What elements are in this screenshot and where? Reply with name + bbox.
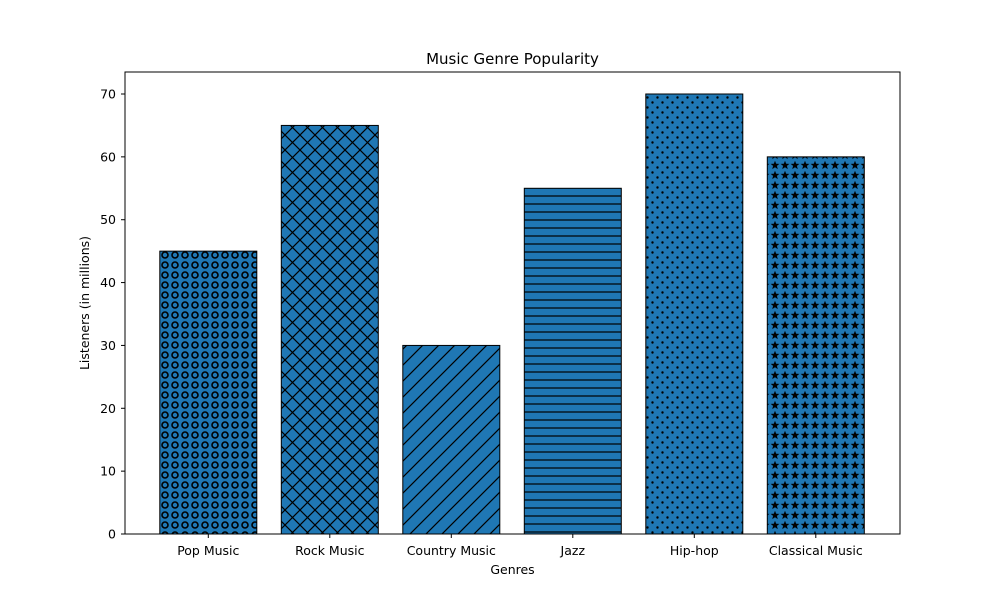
bar-rock-music xyxy=(280,124,379,535)
y-tick-label: 50 xyxy=(100,212,116,227)
x-tick-label: Jazz xyxy=(560,543,586,558)
bars xyxy=(159,93,865,535)
bar-jazz xyxy=(523,187,622,535)
bar-hatch xyxy=(281,125,379,534)
y-tick-label: 0 xyxy=(108,527,116,542)
y-tick-label: 30 xyxy=(100,338,116,353)
bar-hatch xyxy=(159,251,257,534)
x-tick-label: Classical Music xyxy=(769,543,863,558)
x-axis-ticks: Pop Music Rock Music Country Music Jazz Hip-… xyxy=(177,534,863,558)
x-tick-label: Hip-hop xyxy=(670,543,719,558)
bar-country-music xyxy=(402,344,501,535)
y-axis-ticks: 0 10 20 30 40 50 60 70 xyxy=(100,87,125,542)
bar-hip-hop xyxy=(645,93,744,535)
bar-classical-music xyxy=(766,156,865,535)
y-tick-label: 40 xyxy=(100,275,116,290)
y-tick-label: 20 xyxy=(100,401,116,416)
bar-hatch xyxy=(645,94,743,534)
y-tick-label: 70 xyxy=(100,87,116,102)
bar-hatch xyxy=(767,156,865,534)
y-tick-label: 10 xyxy=(100,464,116,479)
y-tick-label: 60 xyxy=(100,149,116,164)
plot-frame xyxy=(124,71,901,535)
y-axis-label: Listeners (in millions) xyxy=(77,236,92,370)
bar-hatch xyxy=(524,188,622,535)
chart-title: Music Genre Popularity xyxy=(426,50,599,68)
bar-hatch xyxy=(402,345,500,534)
x-tick-label: Country Music xyxy=(407,543,496,558)
bar-pop-music xyxy=(159,250,258,535)
x-tick-label: Rock Music xyxy=(295,543,365,558)
x-tick-label: Pop Music xyxy=(177,543,239,558)
x-axis-label: Genres xyxy=(490,562,534,577)
